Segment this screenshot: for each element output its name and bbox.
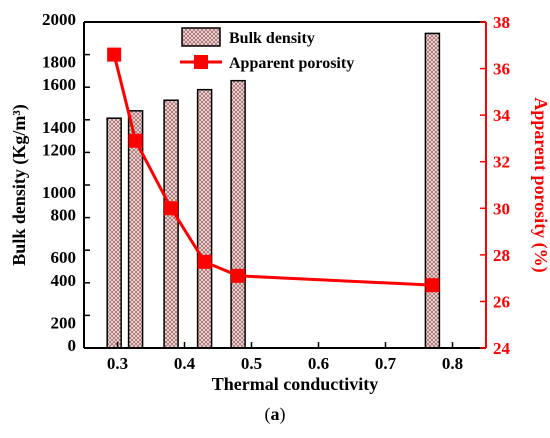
y2-axis-title: Apparent porosity (%) — [530, 97, 550, 272]
x-tick-label: 0.3 — [107, 354, 128, 373]
y2-tick-label: 34 — [493, 106, 511, 125]
marker-apparent-porosity — [107, 47, 122, 62]
y1-tick-label: 1200 — [42, 140, 76, 159]
y2-tick-label: 32 — [493, 153, 510, 172]
legend-line-label: Apparent porosity — [229, 55, 354, 72]
x-tick-label: 0.6 — [308, 354, 329, 373]
caption-open: ( — [264, 404, 271, 424]
x-tick-label: 0.4 — [174, 354, 196, 373]
legend-line-marker — [194, 55, 208, 69]
y1-axis-title: Bulk density (Kg/m³) — [9, 104, 30, 265]
x-tick-label: 0.5 — [241, 354, 262, 373]
y1-tick-label: 800 — [51, 206, 77, 225]
y2-tick-label: 28 — [493, 246, 510, 265]
bar-bulk-density — [230, 79, 246, 349]
x-tick-label: 0.7 — [375, 354, 397, 373]
x-tick-label: 0.8 — [442, 354, 463, 373]
y1-tick-label: 1000 — [42, 183, 76, 202]
bar-bulk-density — [424, 32, 441, 349]
marker-apparent-porosity — [231, 268, 246, 283]
y2-tick-label: 30 — [493, 199, 510, 218]
caption-close: ) — [279, 404, 286, 424]
bar-bulk-density — [196, 88, 213, 349]
y2-tick-label: 38 — [493, 13, 510, 32]
legend-bar-label: Bulk density — [229, 30, 315, 47]
y2-tick-label: 36 — [493, 60, 510, 79]
marker-apparent-porosity — [197, 254, 212, 269]
figure-caption: (a) — [0, 404, 550, 425]
y1-tick-label: 1800 — [42, 53, 76, 72]
y2-tick-label: 26 — [493, 292, 510, 311]
y2-tick-label: 24 — [493, 339, 511, 358]
line-apparent-porosity — [112, 54, 433, 287]
legend-bar-swatch — [181, 27, 221, 47]
x-axis-title: Thermal conductivity — [212, 374, 379, 394]
y1-tick-label: 1600 — [42, 75, 76, 94]
marker-apparent-porosity — [128, 133, 143, 148]
y1-tick-label: 200 — [51, 313, 77, 332]
bar-bulk-density — [106, 117, 122, 349]
bar-bulk-density — [163, 99, 179, 349]
y1-tick-label: 600 — [51, 248, 77, 267]
marker-apparent-porosity — [164, 201, 179, 216]
y1-tick-label: 400 — [51, 271, 77, 290]
y1-tick-label: 2000 — [42, 10, 76, 29]
marker-apparent-porosity — [425, 278, 440, 293]
caption-letter: a — [270, 404, 280, 424]
y1-tick-label: 1400 — [42, 118, 76, 137]
y1-tick-label: 0 — [68, 336, 77, 355]
